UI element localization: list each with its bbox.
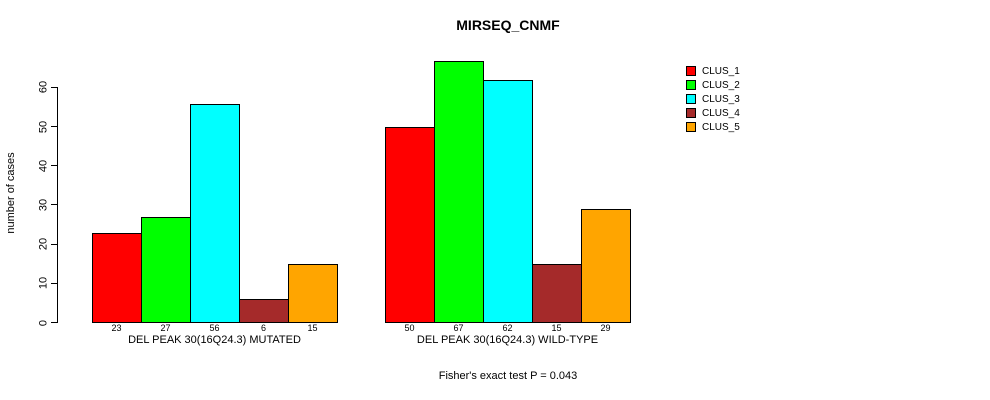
y-axis-tick-label: 10 xyxy=(37,277,50,290)
bar-clus-4-group-1 xyxy=(239,299,289,323)
bar-value-label: 6 xyxy=(260,323,266,333)
legend-label: CLUS_5 xyxy=(702,122,740,133)
bar-value-label: 15 xyxy=(307,323,318,333)
bar-value-label: 56 xyxy=(209,323,220,333)
legend-swatch-clus-1 xyxy=(686,66,696,76)
category-label-group-2: DEL PEAK 30(16Q24.3) WILD-TYPE xyxy=(416,334,599,346)
fisher-test-annotation: Fisher's exact test P = 0.043 xyxy=(438,370,578,382)
bar-clus-1-group-1 xyxy=(92,233,142,323)
legend-label: CLUS_2 xyxy=(702,80,740,91)
legend-swatch-clus-2 xyxy=(686,80,696,90)
bar-value-label: 50 xyxy=(404,323,415,333)
bar-clus-1-group-2 xyxy=(385,127,435,323)
bar-value-label: 67 xyxy=(453,323,464,333)
y-axis-tick xyxy=(51,282,58,284)
y-axis-tick-label: 50 xyxy=(37,120,50,133)
bar-clus-4-group-2 xyxy=(532,264,582,323)
bar-clus-3-group-2 xyxy=(483,80,533,323)
bar-value-label: 15 xyxy=(551,323,562,333)
legend-swatch-clus-3 xyxy=(686,94,696,104)
legend-swatch-clus-5 xyxy=(686,122,696,132)
category-label-group-1: DEL PEAK 30(16Q24.3) MUTATED xyxy=(128,334,301,346)
legend-label: CLUS_3 xyxy=(702,94,740,105)
y-axis-tick xyxy=(51,86,58,88)
bar-clus-2-group-1 xyxy=(141,217,191,323)
y-axis-tick-label: 0 xyxy=(37,319,50,326)
legend-swatch-clus-4 xyxy=(686,108,696,118)
y-axis-tick-label: 40 xyxy=(37,159,50,172)
bar-clus-2-group-2 xyxy=(434,61,484,323)
legend-label: CLUS_4 xyxy=(702,108,740,119)
y-axis-tick xyxy=(51,126,58,128)
bar-value-label: 27 xyxy=(160,323,171,333)
legend-label: CLUS_1 xyxy=(702,66,740,77)
bar-clus-5-group-2 xyxy=(581,209,631,323)
bar-clus-5-group-1 xyxy=(288,264,338,323)
chart-title: MIRSEQ_CNMF xyxy=(456,17,560,33)
bar-clus-3-group-1 xyxy=(190,104,240,323)
y-axis-label: number of cases xyxy=(5,152,17,234)
bar-value-label: 23 xyxy=(111,323,122,333)
y-axis-tick xyxy=(51,322,58,323)
y-axis-tick-label: 30 xyxy=(37,198,50,212)
y-axis-tick xyxy=(51,165,58,167)
bar-value-label: 29 xyxy=(600,323,611,333)
y-axis-tick-label: 20 xyxy=(37,238,50,251)
y-axis-tick-label: 60 xyxy=(37,81,50,94)
bar-value-label: 62 xyxy=(502,323,513,333)
y-axis-tick xyxy=(51,243,58,245)
y-axis-tick xyxy=(51,204,58,206)
